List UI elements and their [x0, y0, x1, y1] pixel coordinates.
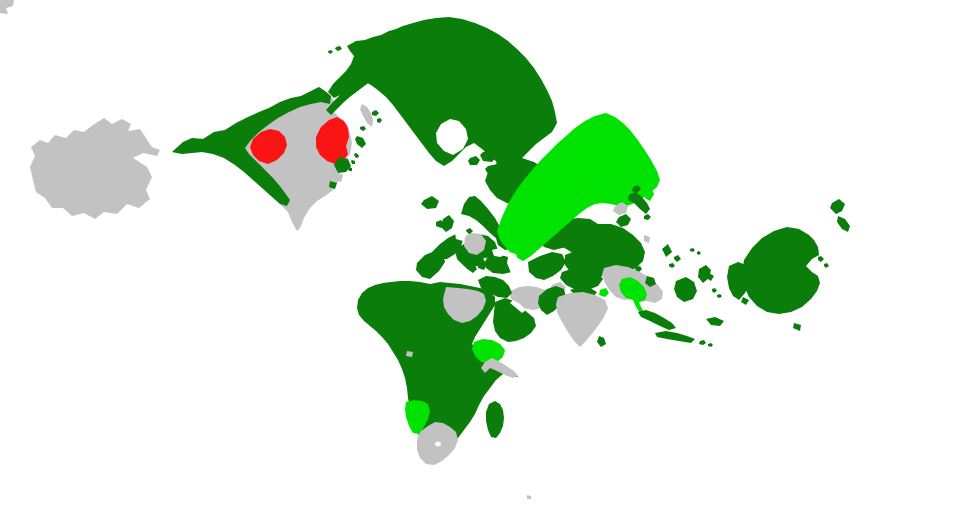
region-venezuela	[316, 117, 349, 164]
region-north-america	[328, 17, 557, 168]
region-iceland	[421, 196, 439, 209]
region-bolivia	[250, 129, 287, 164]
region-north-korea	[613, 202, 628, 215]
region-pacific-islands	[690, 248, 829, 283]
region-new-zealand	[830, 199, 850, 232]
region-namibia	[405, 400, 430, 434]
region-australia	[742, 227, 820, 314]
region-libya	[443, 287, 486, 323]
region-kerguelen	[527, 495, 531, 499]
region-novaya-zemlya	[513, 190, 527, 217]
region-antarctica-fragment	[0, 0, 14, 14]
region-poland	[464, 233, 486, 255]
region-india	[556, 292, 608, 347]
region-south-korea	[616, 214, 631, 227]
region-cambodia	[645, 276, 656, 287]
region-sakhalin	[645, 188, 654, 201]
region-british-isles	[436, 215, 454, 232]
region-europe	[416, 196, 560, 279]
region-black-sea	[492, 248, 505, 257]
region-canary-islands	[362, 291, 374, 299]
region-japan	[628, 185, 651, 220]
region-africa	[357, 281, 518, 452]
region-central-america	[326, 73, 374, 115]
region-baltic-sea	[455, 227, 468, 241]
region-antarctica	[30, 118, 160, 219]
region-thailand	[619, 277, 647, 313]
region-andean-states	[172, 87, 331, 206]
region-lesotho	[435, 441, 441, 447]
region-taiwan	[644, 235, 650, 243]
region-central-asia-china	[528, 218, 645, 297]
region-ethiopia	[472, 339, 505, 364]
region-aleutian-islands	[328, 46, 342, 54]
region-tasmania	[793, 323, 801, 331]
region-southeast-asian-islands	[638, 244, 724, 347]
region-russia	[497, 113, 660, 261]
region-caribbean-islands	[348, 110, 382, 171]
region-caspian-sea	[507, 252, 519, 273]
region-guianas	[329, 157, 351, 189]
region-madagascar	[486, 401, 504, 438]
region-equatorial-guinea	[406, 351, 413, 357]
region-somalia	[481, 358, 518, 378]
region-cuba	[360, 104, 373, 127]
region-sri-lanka	[597, 336, 606, 347]
region-persian-gulf	[510, 300, 526, 313]
region-suriname	[333, 172, 343, 182]
region-nepal-bhutan	[599, 288, 609, 297]
